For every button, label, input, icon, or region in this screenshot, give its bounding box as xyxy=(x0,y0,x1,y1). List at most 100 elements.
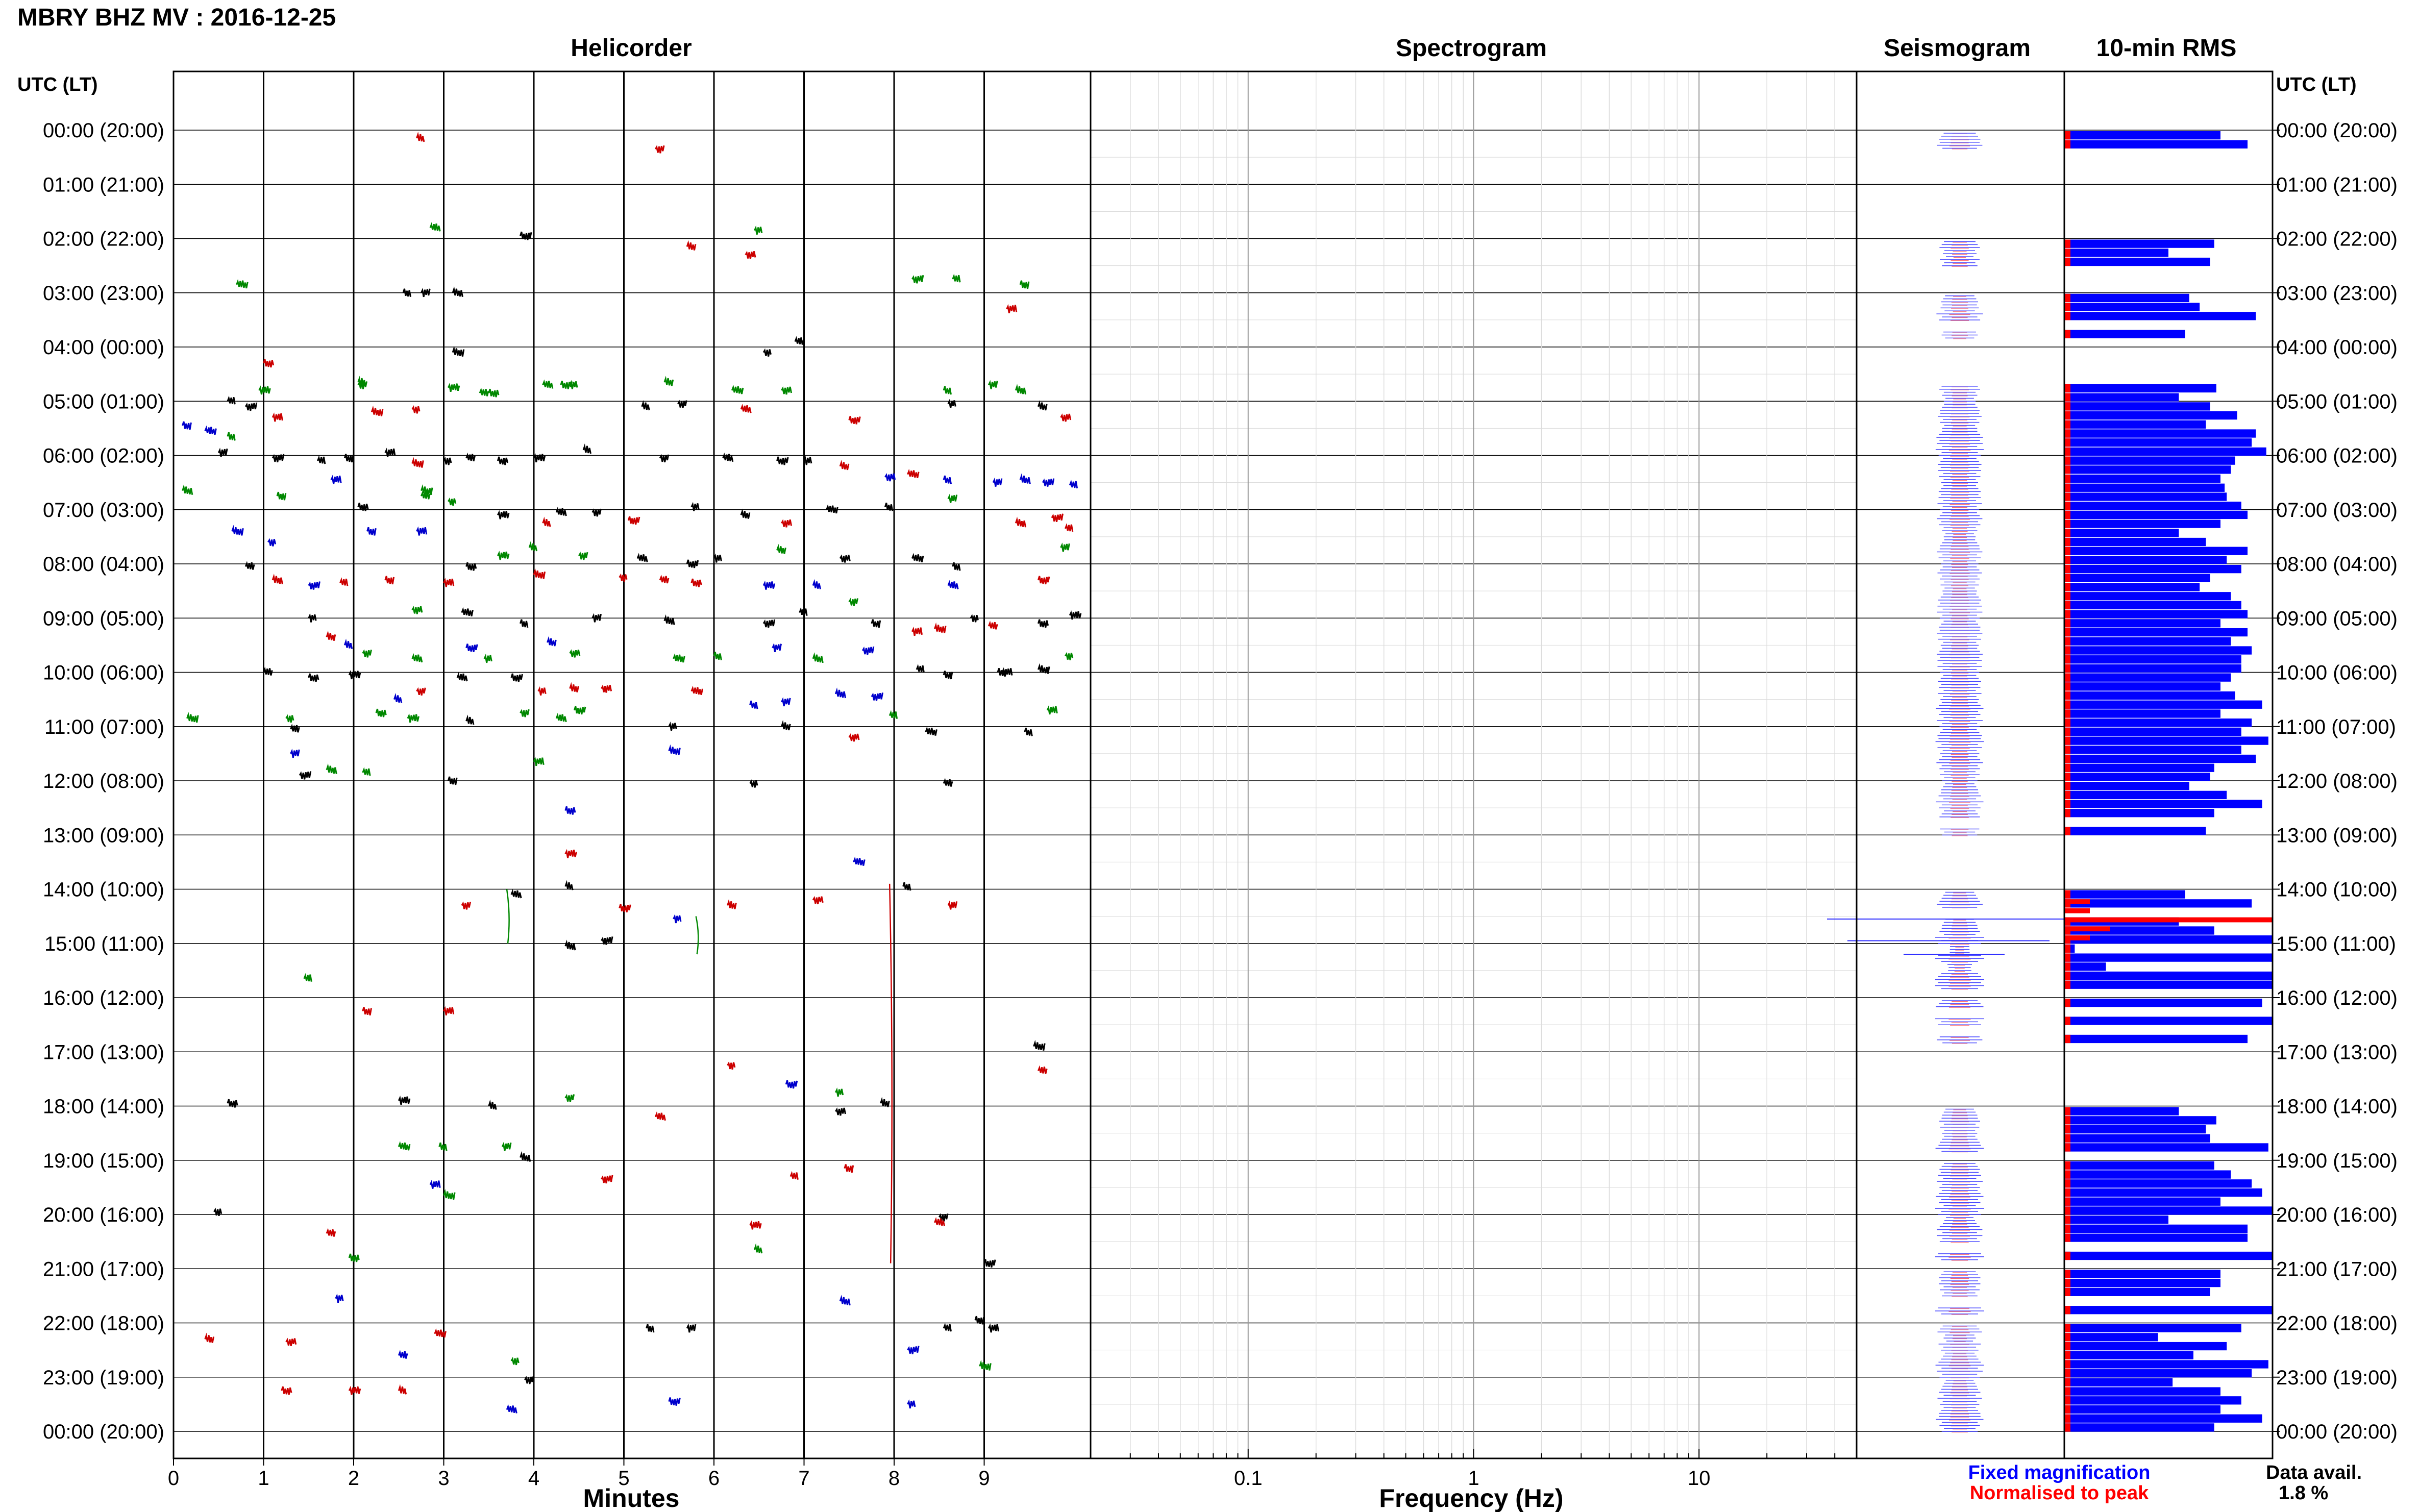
rms-peak-mark xyxy=(2064,610,2070,618)
helicorder-event xyxy=(520,231,532,240)
helicorder-event xyxy=(303,973,312,982)
helicorder-event xyxy=(776,543,786,554)
minute-tick-label: 4 xyxy=(528,1467,539,1490)
rms-bar xyxy=(2064,140,2248,148)
rms-bar xyxy=(2064,574,2210,582)
utc-tick-label-left: 18:00 (14:00) xyxy=(43,1096,164,1118)
helicorder-event xyxy=(911,553,924,562)
helicorder-event xyxy=(227,432,236,441)
helicorder-event xyxy=(227,395,236,405)
rms-peak-mark xyxy=(2064,1369,2070,1378)
utc-tick-label-left: 05:00 (01:00) xyxy=(43,390,164,413)
rms-strong-peak xyxy=(2064,917,2273,923)
helicorder-event xyxy=(271,454,285,463)
rms-bar xyxy=(2064,899,2252,908)
rms-bar xyxy=(2064,890,2185,899)
helicorder-event xyxy=(677,400,687,408)
helicorder-event xyxy=(479,387,489,396)
rms-bar xyxy=(2064,691,2235,700)
rms-bar xyxy=(2064,1251,2273,1260)
rms-bar xyxy=(2064,1179,2252,1188)
helicorder-event xyxy=(452,286,463,298)
helicorder-event xyxy=(884,473,896,482)
rms-peak-mark xyxy=(2064,1216,2070,1224)
helicorder-event xyxy=(646,1324,655,1333)
rms-peak-mark xyxy=(2064,718,2070,727)
utc-tick-label-right: 15:00 (11:00) xyxy=(2276,933,2396,955)
helicorder-title: Helicorder xyxy=(571,35,692,62)
helicorder-event xyxy=(411,405,421,414)
rms-bar xyxy=(2064,971,2273,980)
helicorder-event xyxy=(1015,516,1026,528)
rms-bar xyxy=(2064,547,2248,555)
helicorder-event xyxy=(947,900,958,910)
helicorder-event xyxy=(384,576,395,585)
helicorder-event xyxy=(542,516,551,527)
rms-peak-mark xyxy=(2064,1143,2070,1152)
rms-peak-mark xyxy=(2064,1034,2070,1044)
helicorder-event xyxy=(465,562,477,571)
helicorder-event xyxy=(448,497,457,506)
rms-bar xyxy=(2064,664,2241,673)
rms-bar xyxy=(2064,330,2185,338)
helicorder-event xyxy=(263,666,273,676)
rms-bar xyxy=(2064,980,2273,989)
rms-peak-mark xyxy=(2064,1134,2070,1143)
rms-bar xyxy=(2064,1206,2273,1215)
rms-peak-mark xyxy=(2064,1161,2070,1170)
rms-bar xyxy=(2064,1170,2231,1179)
utc-tick-label-left: 16:00 (12:00) xyxy=(43,987,164,1009)
rms-bar xyxy=(2064,1287,2210,1296)
utc-label-right: UTC (LT) xyxy=(2276,74,2357,95)
utc-tick-label-left: 08:00 (04:00) xyxy=(43,553,164,576)
helicorder-event xyxy=(564,1094,575,1102)
frequency-tick-label: 1 xyxy=(1468,1467,1479,1490)
rms-peak-mark xyxy=(2064,1017,2070,1025)
rms-bar xyxy=(2064,1017,2273,1025)
rms-peak-mark xyxy=(2064,312,2070,320)
rms-bar xyxy=(2064,673,2231,682)
utc-tick-label-left: 15:00 (11:00) xyxy=(44,933,164,955)
rms-peak-mark xyxy=(2064,1116,2070,1125)
helicorder-event xyxy=(1060,542,1070,552)
rms-bar xyxy=(2064,510,2248,519)
rms-peak-mark xyxy=(2064,1423,2070,1432)
helicorder-event xyxy=(217,448,228,457)
rms-bar xyxy=(2064,655,2241,664)
helicorder-event xyxy=(1065,652,1074,660)
rms-bar xyxy=(2064,962,2106,971)
helicorder-event xyxy=(258,385,271,395)
rms-bar xyxy=(2064,1378,2173,1387)
rms-bar xyxy=(2064,474,2220,483)
helicorder-event xyxy=(524,1376,534,1384)
rms-peak-mark xyxy=(2064,131,2070,140)
utc-tick-label-left: 07:00 (03:00) xyxy=(43,499,164,522)
rms-peak-mark xyxy=(2064,1270,2070,1278)
rms-bar xyxy=(2064,637,2231,646)
panel-frame xyxy=(1856,70,2065,1459)
utc-tick-label-right: 05:00 (01:00) xyxy=(2276,390,2398,413)
helicorder-long-signal xyxy=(506,889,510,944)
helicorder-event xyxy=(776,456,789,465)
rms-bar xyxy=(2064,1423,2214,1432)
helicorder-event xyxy=(213,1207,223,1216)
helicorder-event xyxy=(483,654,492,663)
legend-normalised-to-peak: Normalised to peak xyxy=(1970,1482,2149,1504)
helicorder-event xyxy=(713,652,722,660)
helicorder-event xyxy=(411,457,424,468)
helicorder-event xyxy=(452,345,465,357)
rms-bar xyxy=(2064,800,2262,808)
helicorder-event xyxy=(533,757,545,766)
utc-tick-label-right: 13:00 (09:00) xyxy=(2276,824,2398,847)
helicorder-event xyxy=(1037,619,1049,628)
utc-tick-label-right: 09:00 (05:00) xyxy=(2276,607,2398,630)
rms-peak-mark xyxy=(2064,556,2070,564)
helicorder-event xyxy=(326,1228,336,1237)
helicorder-event xyxy=(952,562,961,571)
helicorder-event xyxy=(1038,1065,1048,1074)
helicorder-event xyxy=(754,225,763,235)
utc-tick-label-left: 00:00 (20:00) xyxy=(43,119,164,142)
rms-peak-mark xyxy=(2064,890,2070,899)
rms-bar xyxy=(2064,610,2248,618)
helicorder-event xyxy=(375,708,387,717)
